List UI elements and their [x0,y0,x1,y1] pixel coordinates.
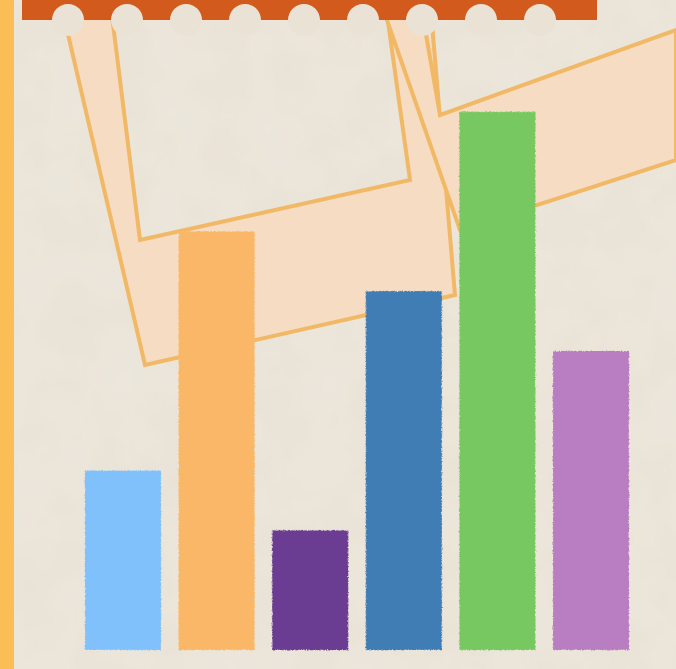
bar [272,530,348,650]
left-border [0,0,14,669]
page: (() => { const data = JSON.parse(documen… [0,0,676,669]
bar [553,351,629,650]
top-scallops [52,4,556,36]
bar [179,231,255,650]
chart [0,0,676,669]
bar [459,112,535,650]
bar [366,291,442,650]
bar [85,471,161,650]
